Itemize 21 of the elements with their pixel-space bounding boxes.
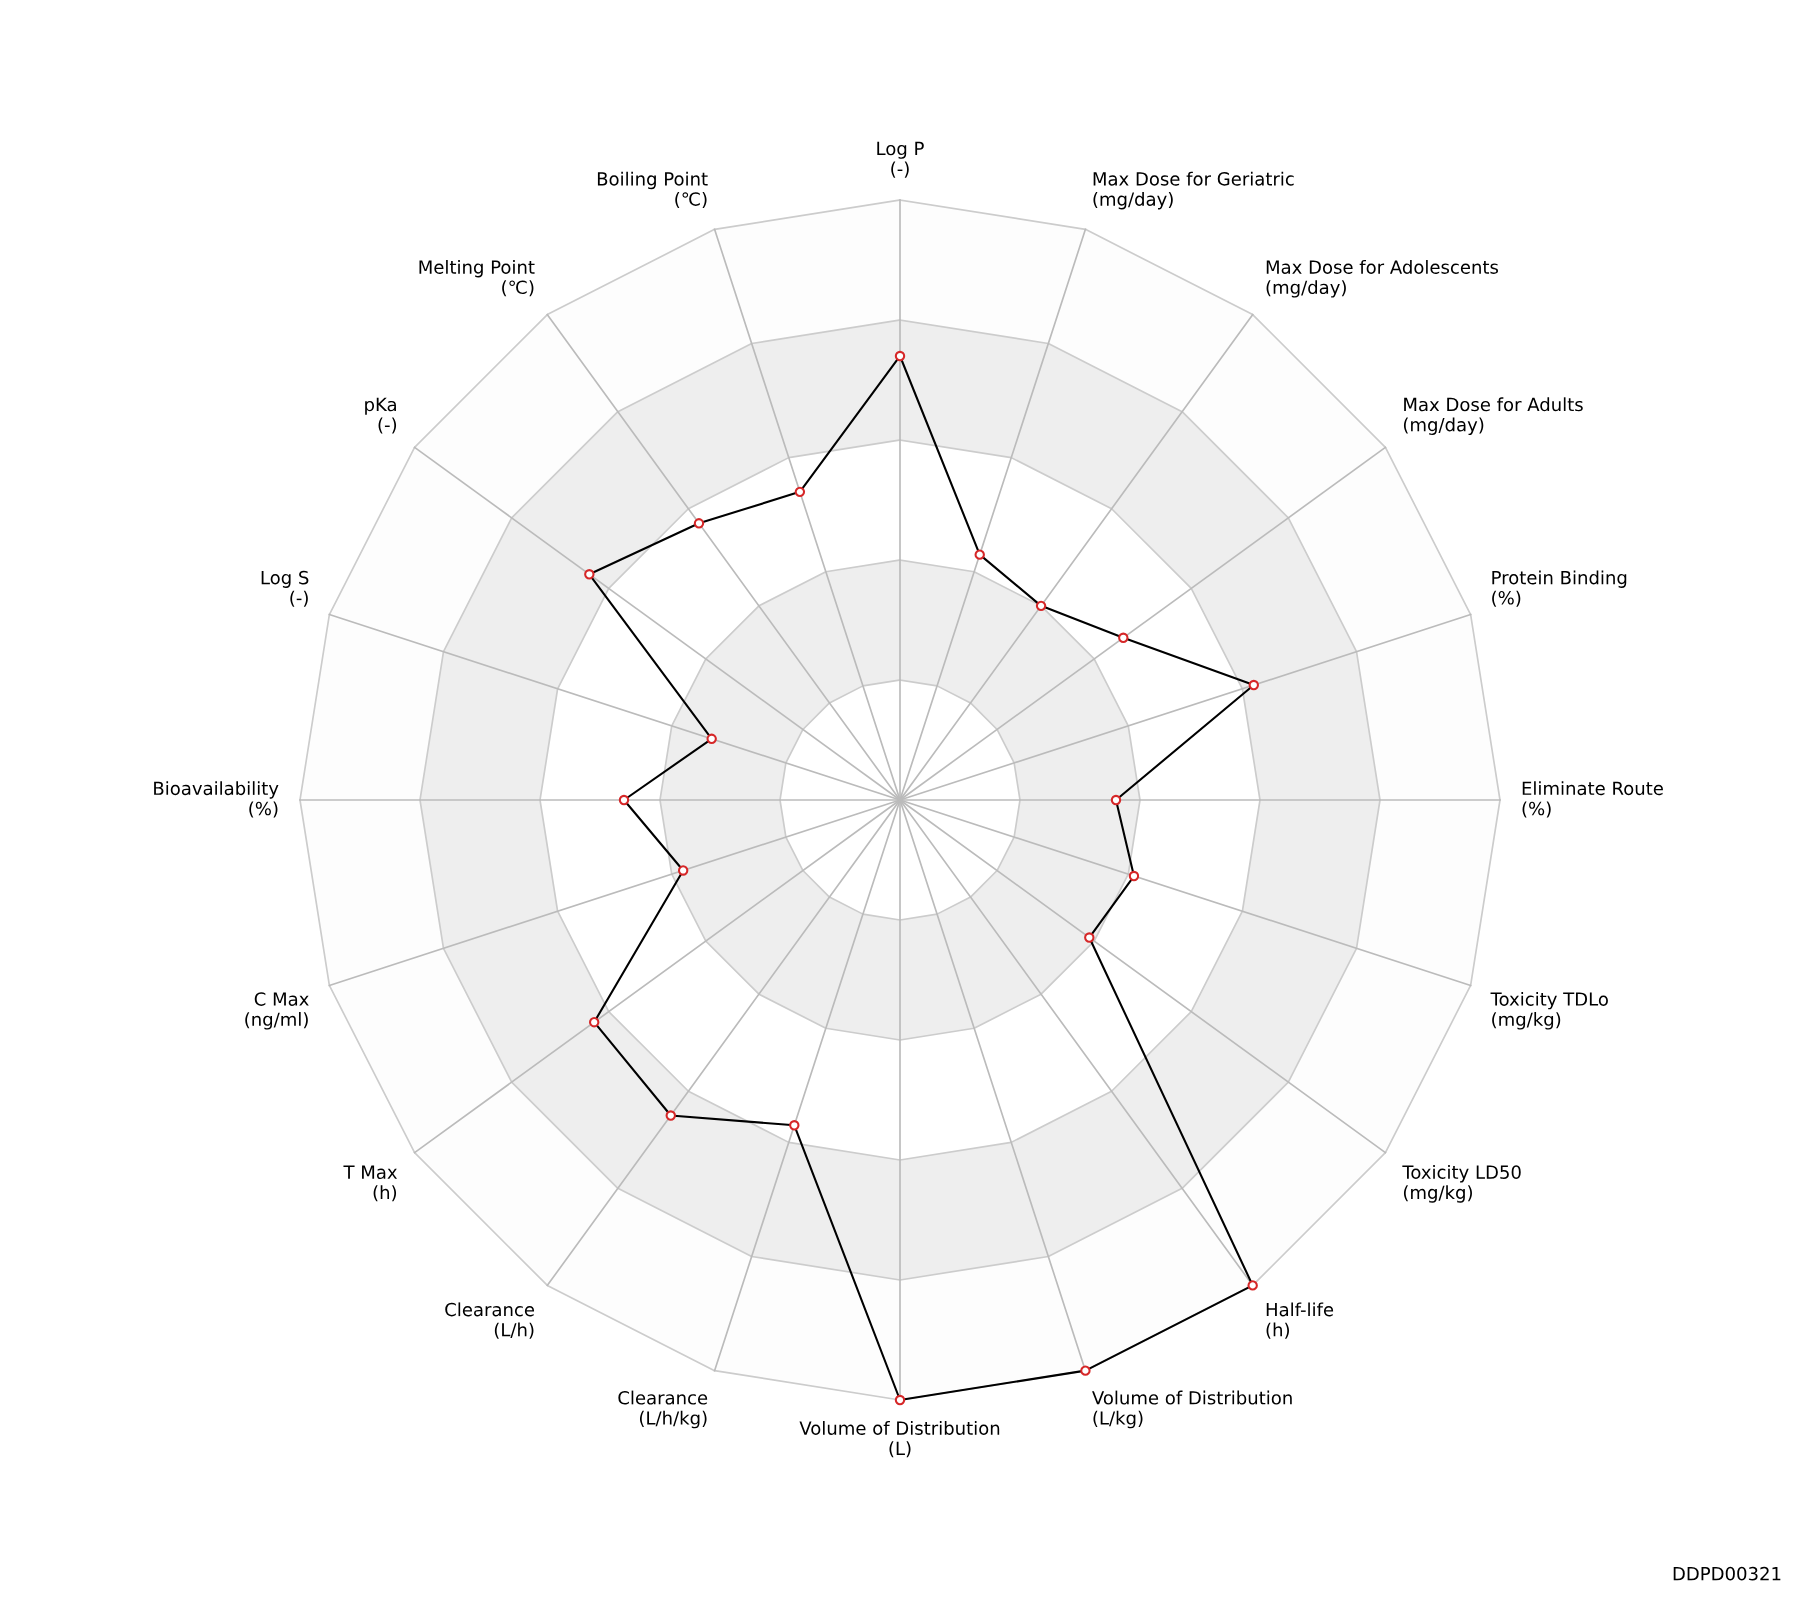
spoke-label: Clearance (L/h/kg) xyxy=(618,1390,708,1429)
spoke-label: Half-life (h) xyxy=(1266,1302,1334,1339)
spoke-label: Bioavailability (%) xyxy=(154,781,279,818)
spoke-label: T Max (h) xyxy=(343,1165,398,1202)
text: DDPD00321 xyxy=(1673,1566,1781,1581)
spoke-label: Clearance (L/h) xyxy=(445,1302,535,1339)
spoke-label: Max Dose for Adults (mg/day) xyxy=(1403,397,1583,435)
spoke-label: Log P (-) xyxy=(877,141,924,178)
spoke-label: C Max (ng/ml) xyxy=(245,992,309,1030)
spoke-label: Melting Point (℃) xyxy=(419,259,535,297)
spoke-label: Volume of Distribution (L) xyxy=(799,1421,1000,1458)
spoke-label: Boiling Point (℃) xyxy=(597,171,708,209)
spoke-label: Volume of Distribution (L/kg) xyxy=(1092,1390,1292,1429)
spoke-label: Protein Binding (%) xyxy=(1492,570,1627,607)
spoke-label: Max Dose for Geriatric (mg/day) xyxy=(1093,171,1294,210)
spoke-label: Toxicity LD50 (mg/kg) xyxy=(1402,1165,1521,1203)
spoke-label: pKa (-) xyxy=(365,397,397,434)
spoke-label: Log S (-) xyxy=(261,570,309,607)
spoke-label: Eliminate Route (%) xyxy=(1522,781,1663,818)
spoke-label: Toxicity TDLo (mg/kg) xyxy=(1490,991,1608,1030)
spoke-label: Max Dose for Adolescents (mg/day) xyxy=(1266,259,1499,298)
